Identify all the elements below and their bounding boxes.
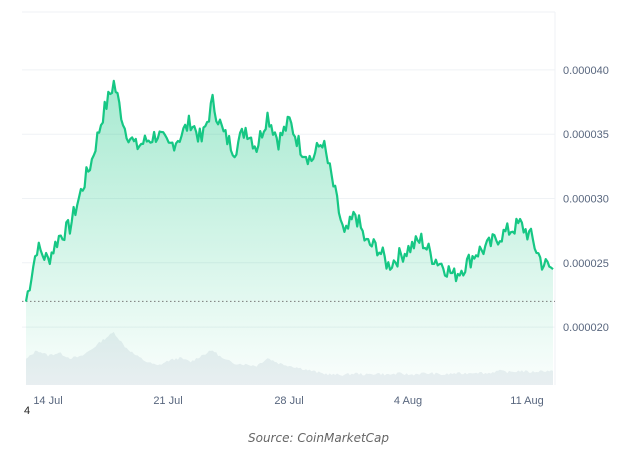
price-chart: 0.000040 0.000035 0.000030 0.000025 0.000020… xyxy=(22,11,609,407)
x-tick-label: 14 Jul xyxy=(33,395,62,407)
price-line xyxy=(24,79,554,302)
y-tick-label: 0.000035 xyxy=(563,129,609,141)
x-tick-label: 28 Jul xyxy=(274,395,303,407)
y-tick-label: 0.000020 xyxy=(563,322,609,334)
y-tick-label: 0.000030 xyxy=(563,194,609,206)
y-axis: 0.000040 0.000035 0.000030 0.000025 0.000020 xyxy=(563,65,609,334)
source-caption: Source: CoinMarketCap xyxy=(247,431,390,445)
x-tick-label: 21 Jul xyxy=(153,395,182,407)
x-tick-label: 11 Aug xyxy=(510,395,543,407)
x-axis: 14 Jul 21 Jul 28 Jul 4 Aug 11 Aug xyxy=(33,395,543,407)
y-tick-label: 0.000040 xyxy=(563,65,609,77)
price-area xyxy=(26,80,553,386)
y-tick-label: 0.000025 xyxy=(563,258,609,270)
x-tick-label: 4 Aug xyxy=(394,395,422,407)
stray-label: 4 xyxy=(24,405,31,417)
